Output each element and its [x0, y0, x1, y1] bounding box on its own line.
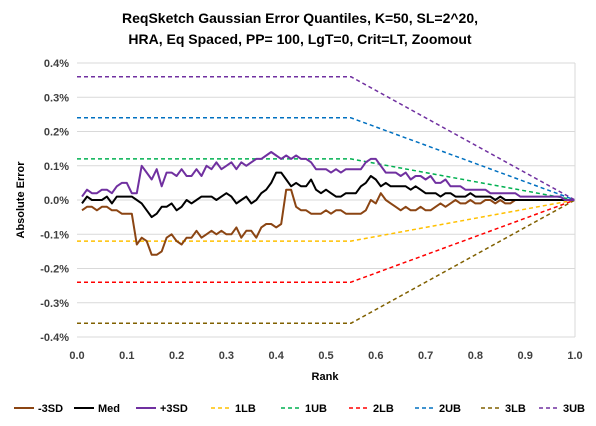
- x-tick-label: 0.1: [119, 350, 134, 362]
- x-tick-label: 0.8: [468, 350, 483, 362]
- y-tick-label: 0.1%: [44, 161, 69, 173]
- series-line-med: [81, 171, 575, 219]
- legend-label: 1UB: [305, 403, 327, 415]
- x-tick-label: 0.9: [518, 350, 533, 362]
- series-line-3ub: [77, 75, 576, 201]
- x-axis-title: Rank: [312, 371, 340, 383]
- x-tick-label: 0.7: [418, 350, 433, 362]
- legend-item: 3LB: [481, 403, 526, 415]
- y-tick-label: 0.3%: [44, 92, 69, 104]
- x-tick-label: 1.0: [567, 350, 582, 362]
- legend-label: 2LB: [373, 403, 394, 415]
- legend-label: 3LB: [505, 403, 526, 415]
- legend-item: 1UB: [281, 403, 327, 415]
- series-line-2lb: [77, 199, 576, 283]
- series-line-1ub: [77, 158, 576, 201]
- legend-label: +3SD: [160, 403, 188, 415]
- x-tick-label: 0.4: [269, 350, 285, 362]
- y-tick-label: -0.1%: [40, 229, 69, 241]
- y-tick-label: -0.4%: [40, 332, 69, 344]
- legend-item: 1LB: [211, 403, 256, 415]
- y-tick-label: 0.2%: [44, 127, 69, 139]
- gridlines: [77, 62, 575, 338]
- legend-item: 2LB: [349, 403, 394, 415]
- legend-label: 3UB: [563, 403, 585, 415]
- x-tick-label: 0.2: [169, 350, 184, 362]
- series-lines: [77, 75, 576, 325]
- y-axis-title: Absolute Error: [15, 161, 27, 239]
- series-line-2ub: [77, 117, 576, 201]
- legend-label: 1LB: [235, 403, 256, 415]
- legend-label: Med: [98, 403, 120, 415]
- x-tick-label: 0.6: [368, 350, 383, 362]
- series-line-1lb: [77, 199, 576, 242]
- legend: -3SD Med +3SD 1LB 1UB 2LB 2UB 3LB 3UB: [14, 403, 585, 415]
- y-tick-label: -0.3%: [40, 298, 69, 310]
- legend-item: 3UB: [539, 403, 585, 415]
- legend-item: +3SD: [136, 403, 188, 415]
- x-tick-label: 0.5: [318, 350, 333, 362]
- series-line-3lb: [77, 199, 576, 325]
- y-tick-label: -0.2%: [40, 264, 69, 276]
- legend-item: 2UB: [415, 403, 461, 415]
- x-axis-ticks: 0.0 0.1 0.2 0.3 0.4 0.5 0.6 0.7 0.8 0.9 1.0: [69, 350, 582, 362]
- y-tick-label: 0.0%: [44, 195, 69, 207]
- chart-title-line-2: HRA, Eq Spaced, PP= 100, LgT=0, Crit=LT,…: [128, 31, 472, 47]
- legend-label: 2UB: [439, 403, 461, 415]
- legend-item: Med: [74, 403, 120, 415]
- y-tick-label: 0.4%: [44, 58, 69, 70]
- chart-title-line-1: ReqSketch Gaussian Error Quantiles, K=50…: [122, 10, 478, 26]
- x-tick-label: 0.0: [69, 350, 84, 362]
- x-tick-label: 0.3: [219, 350, 234, 362]
- series-line-3sd: [81, 188, 575, 256]
- y-axis-ticks: 0.4% 0.3% 0.2% 0.1% 0.0% -0.1% -0.2% -0.3% -0.4%: [40, 58, 69, 344]
- series-line-3sd: [81, 151, 575, 201]
- legend-label: -3SD: [38, 403, 63, 415]
- legend-item: -3SD: [14, 403, 63, 415]
